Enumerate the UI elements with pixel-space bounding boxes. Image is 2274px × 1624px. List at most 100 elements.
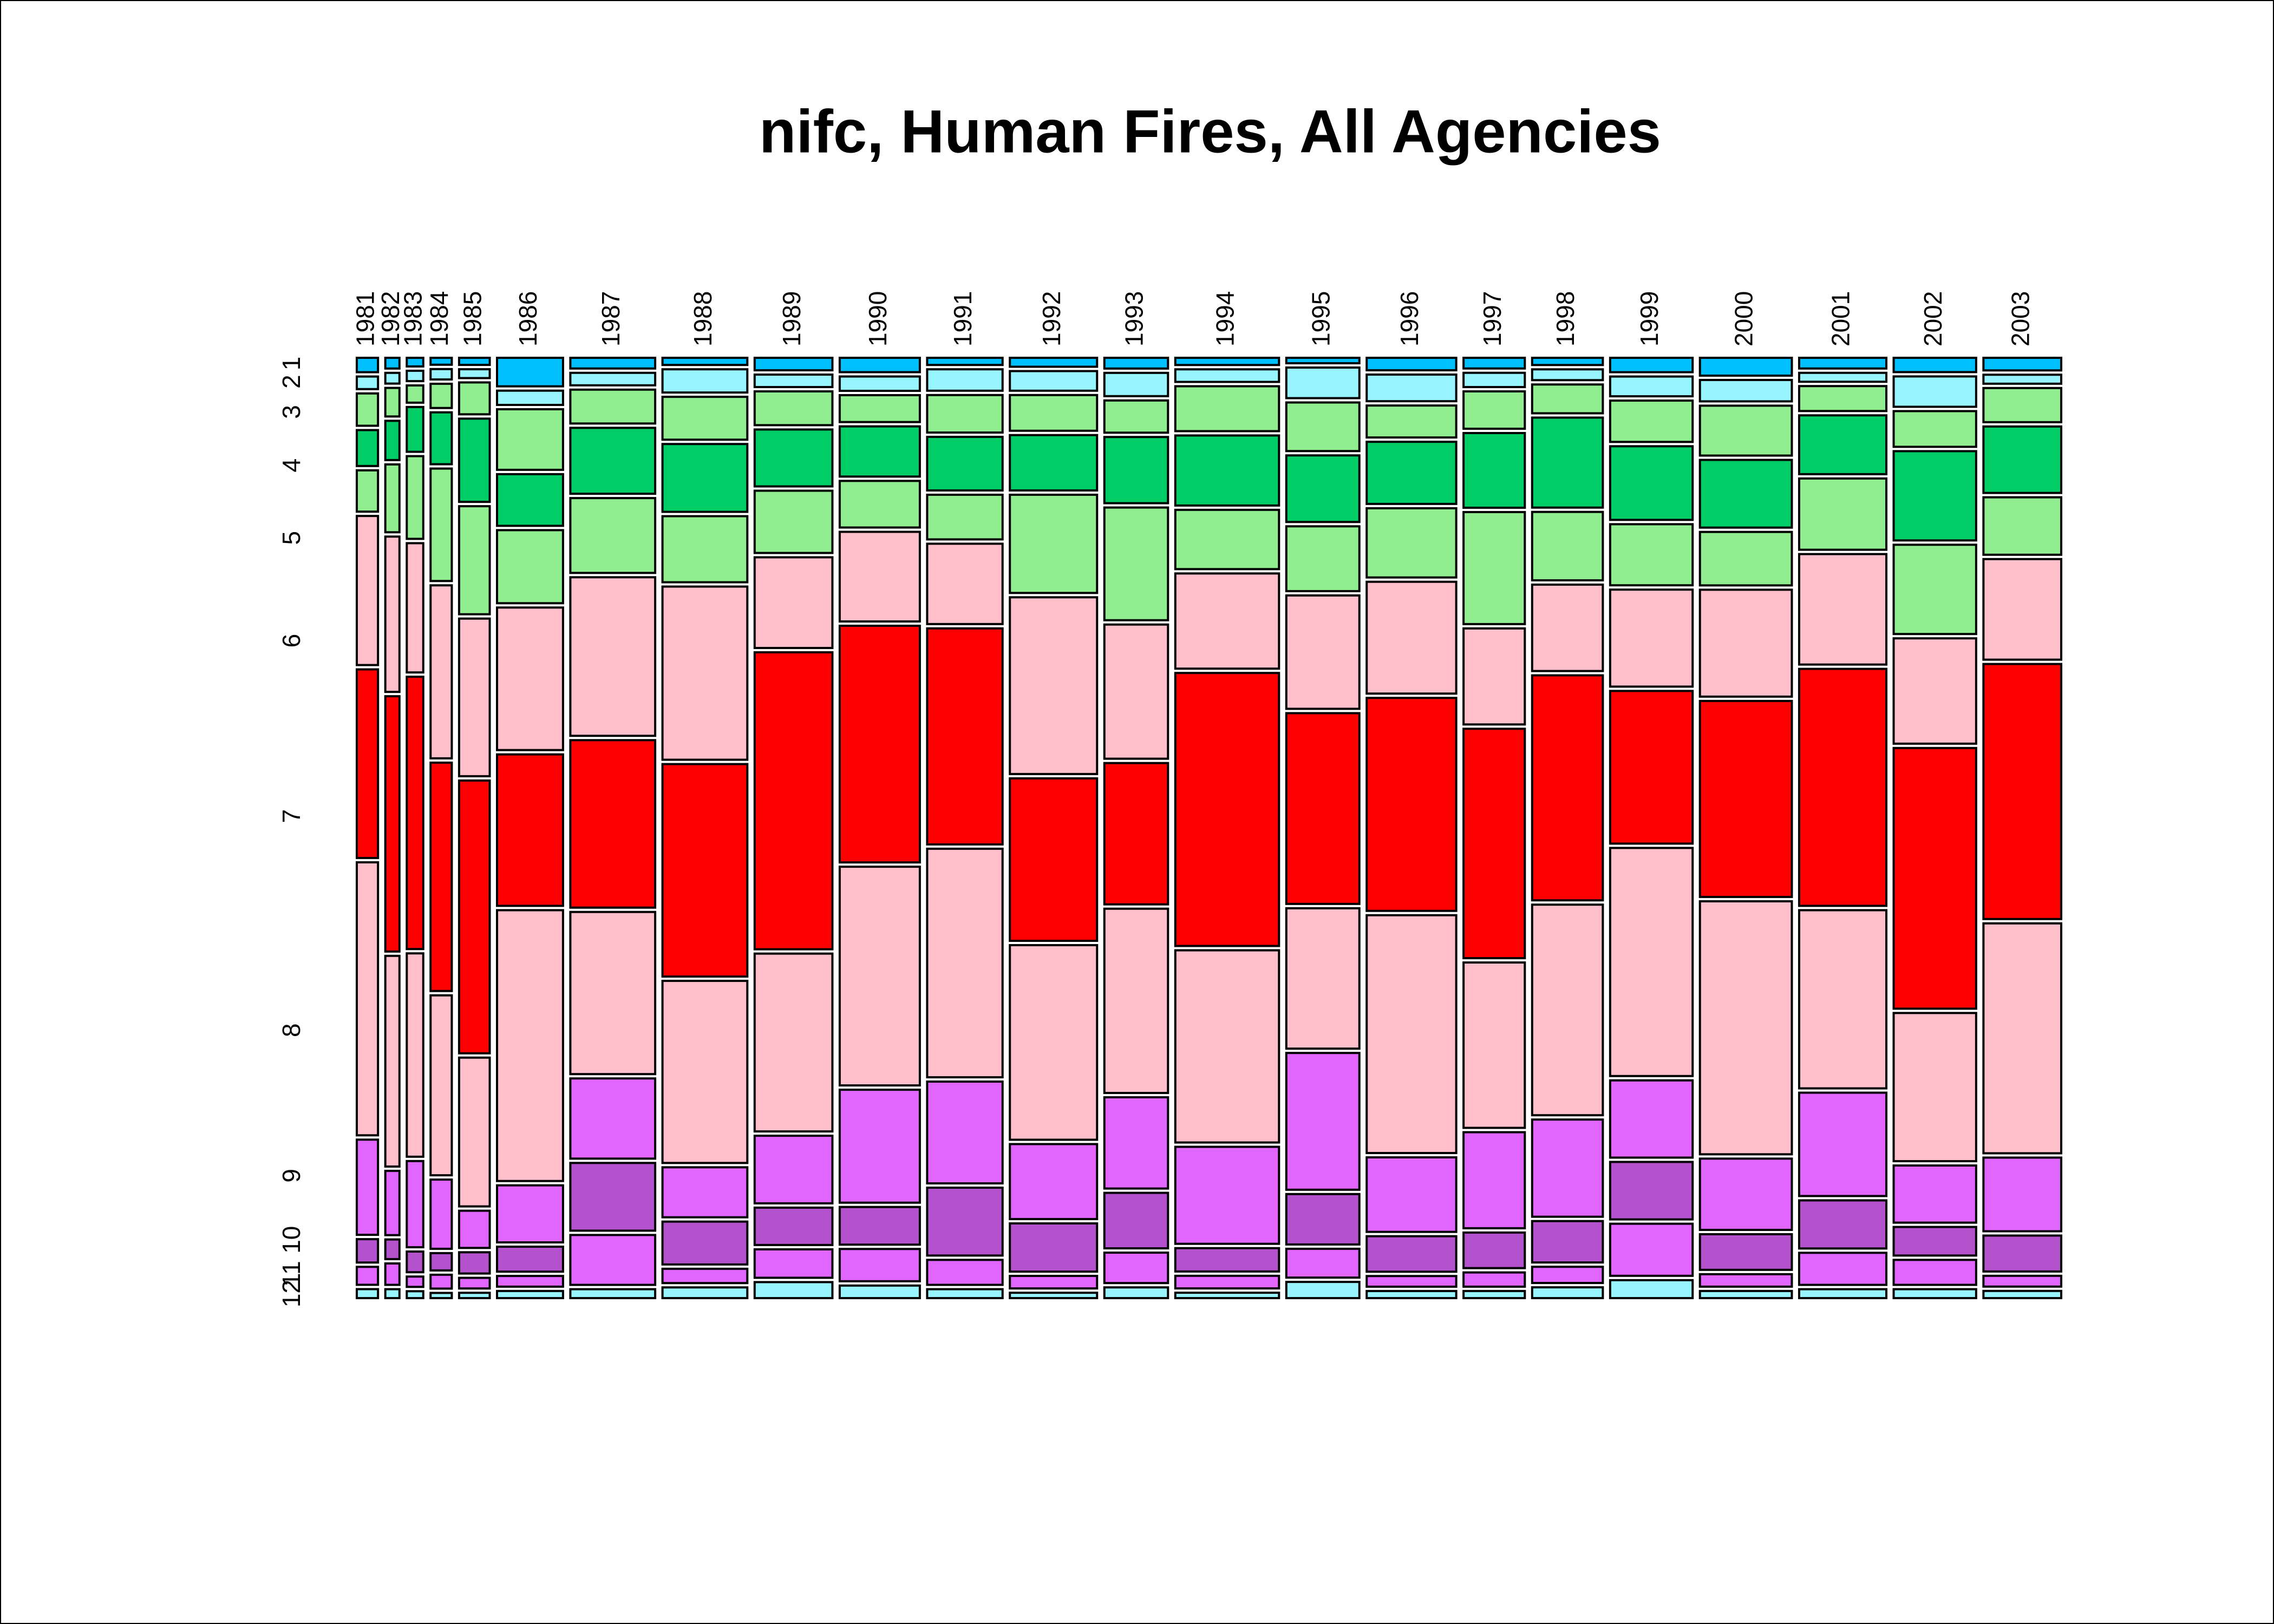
mosaic-cell <box>838 480 921 529</box>
x-category-label: 2002 <box>1919 291 1947 346</box>
y-category-label: 11 <box>277 1261 305 1287</box>
x-category-label: 1996 <box>1395 291 1423 346</box>
mosaic-cell <box>458 1209 491 1249</box>
mosaic-cell <box>496 408 564 471</box>
mosaic-cell <box>1009 1143 1099 1220</box>
mosaic-cell <box>496 357 564 388</box>
mosaic-cell <box>1009 493 1099 594</box>
mosaic-cell <box>429 382 453 409</box>
mosaic-cell <box>356 469 380 513</box>
mosaic-cell <box>1798 1091 1888 1197</box>
mosaic-cell <box>1698 357 1793 377</box>
mosaic-cell <box>926 394 1004 434</box>
mosaic-cell <box>1531 383 1604 415</box>
mosaic-cell <box>1531 1118 1604 1218</box>
mosaic-cell <box>1285 594 1361 710</box>
mosaic-cell <box>1462 1131 1526 1229</box>
mosaic-cell <box>753 556 834 650</box>
mosaic-cell <box>458 1056 491 1208</box>
mosaic-cell <box>458 617 491 777</box>
mosaic-cell <box>356 1138 380 1236</box>
mosaic-cell <box>429 1273 453 1290</box>
mosaic-cell <box>1174 1247 1280 1273</box>
mosaic-cell <box>429 1252 453 1272</box>
mosaic-cell <box>1798 371 1888 383</box>
mosaic-cell <box>1892 1164 1977 1224</box>
mosaic-cell <box>661 763 749 978</box>
mosaic-cell <box>356 429 380 467</box>
mosaic-cell <box>1174 572 1280 670</box>
mosaic-cell <box>926 1288 1004 1300</box>
mosaic-cell <box>1103 436 1169 505</box>
mosaic-cell <box>1009 1222 1099 1273</box>
mosaic-cell <box>1009 1275 1099 1290</box>
mosaic-cell <box>1698 459 1793 529</box>
x-category-label: 1993 <box>1120 291 1148 346</box>
mosaic-cell <box>1174 385 1280 433</box>
mosaic-cell <box>926 627 1004 846</box>
x-category-label: 1989 <box>777 291 806 346</box>
mosaic-cell <box>1365 373 1458 403</box>
mosaic-cell <box>458 505 491 615</box>
mosaic-cell <box>1462 1231 1526 1269</box>
mosaic-cell <box>569 1162 657 1232</box>
mosaic-cell <box>1285 454 1361 523</box>
mosaic-cell <box>1531 584 1604 672</box>
mosaic-cell <box>1798 1288 1888 1300</box>
mosaic-cell <box>661 396 749 441</box>
mosaic-cell <box>1174 1292 1280 1300</box>
mosaic-cell <box>1798 909 1888 1090</box>
mosaic-cell <box>406 1290 424 1299</box>
x-category-label: 1986 <box>514 291 542 346</box>
mosaic-cell <box>1531 510 1604 582</box>
mosaic-cell <box>384 1169 401 1236</box>
mosaic-cell <box>838 394 921 423</box>
mosaic-cell <box>838 357 921 374</box>
mosaic-cell <box>429 994 453 1177</box>
mosaic-cell <box>356 1266 380 1286</box>
mosaic-cell <box>1798 357 1888 370</box>
mosaic-cell <box>661 443 749 513</box>
mosaic-cell <box>1982 387 2062 423</box>
x-category-label: 1995 <box>1306 291 1335 346</box>
mosaic-cell <box>1982 425 2062 494</box>
mosaic-cell <box>661 1286 749 1299</box>
mosaic-cell <box>569 388 657 425</box>
mosaic-cell <box>1009 434 1099 492</box>
mosaic-cell <box>1174 508 1280 571</box>
mosaic-cell <box>569 1234 657 1286</box>
mosaic-cell <box>1982 558 2062 661</box>
y-category-label: 10 <box>277 1226 305 1254</box>
mosaic-cell <box>753 952 834 1133</box>
mosaic-cell <box>1103 762 1169 906</box>
x-category-label: 1994 <box>1211 291 1239 346</box>
x-category-label: 2000 <box>1730 291 1758 346</box>
mosaic-cell <box>1462 627 1526 726</box>
mosaic-cell <box>1103 1096 1169 1190</box>
mosaic-cell <box>1174 672 1280 947</box>
mosaic-cell <box>1174 357 1280 366</box>
mosaic-cell <box>1798 553 1888 666</box>
mosaic-cell <box>1365 1156 1458 1233</box>
mosaic-cell <box>1892 1012 1977 1163</box>
mosaic-cell <box>1892 1259 1977 1286</box>
mosaic-cell <box>384 954 401 1168</box>
chart-title: nifc, Human Fires, All Agencies <box>759 98 1661 166</box>
mosaic-cell <box>1365 1289 1458 1300</box>
mosaic-cell <box>1698 404 1793 457</box>
mosaic-cell <box>406 384 424 404</box>
mosaic-cell <box>496 389 564 406</box>
mosaic-cell <box>926 436 1004 492</box>
mosaic-cell <box>753 1206 834 1246</box>
mosaic-cell <box>838 531 921 623</box>
mosaic-cell <box>753 651 834 951</box>
mosaic-cell <box>753 373 834 388</box>
mosaic-cell <box>429 1292 453 1300</box>
mosaic-cell <box>1009 944 1099 1141</box>
mosaic-cell <box>496 909 564 1182</box>
mosaic-cell <box>429 357 453 366</box>
mosaic-cell <box>1285 907 1361 1050</box>
mosaic-cell <box>569 911 657 1076</box>
mosaic-cell <box>1798 414 1888 475</box>
mosaic-cell <box>661 357 749 366</box>
